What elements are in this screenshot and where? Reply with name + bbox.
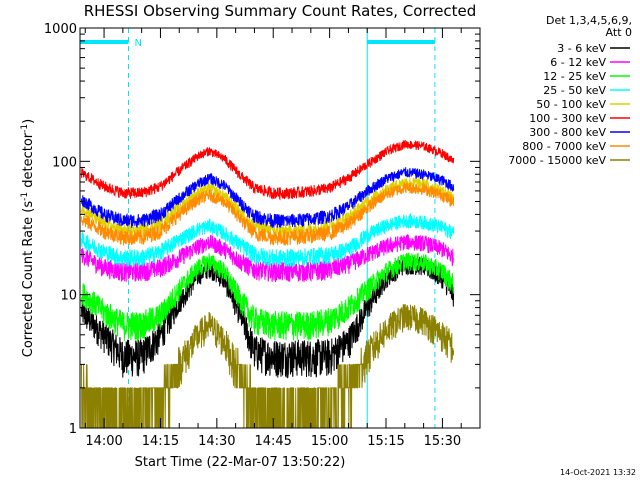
y-tick-label: 100 xyxy=(52,155,77,170)
x-axis-label: Start Time (22-Mar-07 13:50:22) xyxy=(135,455,346,470)
legend-entry-label: 300 - 800 keV xyxy=(529,126,606,139)
status-bar-label: N xyxy=(134,38,141,49)
y-tick-label: 1 xyxy=(69,422,77,437)
legend-header-detectors: Det 1,3,4,5,6,9, xyxy=(546,14,632,27)
status-bars: N xyxy=(80,38,435,49)
legend-entry-label: 6 - 12 keV xyxy=(550,56,606,69)
y-axis-label-mid: detector xyxy=(21,132,36,192)
y-axis: 1 10 100 1000 xyxy=(44,22,480,437)
series-line xyxy=(81,252,455,342)
generation-timestamp: 14-Oct-2021 13:32 xyxy=(560,468,636,477)
y-axis-label-end: ) xyxy=(21,119,36,124)
y-tick-label: 1000 xyxy=(44,22,77,37)
series-lines xyxy=(81,139,455,429)
legend-entry-label: 12 - 25 keV xyxy=(543,70,606,83)
x-tick-label: 14:30 xyxy=(198,434,235,449)
chart-title: RHESSI Observing Summary Count Rates, Co… xyxy=(84,2,477,20)
y-axis-label: Corrected Count Rate (s-1 detector-1) xyxy=(20,119,36,357)
legend-header-attenuator: Att 0 xyxy=(606,26,632,39)
x-tick-label: 14:45 xyxy=(254,434,291,449)
y-axis-label-sup1: -1 xyxy=(20,192,30,201)
legend-entry-label: 3 - 6 keV xyxy=(557,42,606,55)
x-tick-label: 14:15 xyxy=(142,434,179,449)
series-line xyxy=(81,139,455,201)
series-line xyxy=(81,212,455,268)
legend-entry-label: 800 - 7000 keV xyxy=(522,140,606,153)
x-tick-label: 15:00 xyxy=(311,434,348,449)
legend-entry-label: 7000 - 15000 keV xyxy=(508,154,606,167)
legend-entry-label: 100 - 300 keV xyxy=(529,112,606,125)
plot-frame xyxy=(79,27,481,429)
x-axis: 14:00 14:15 14:30 14:45 15:00 15:15 15:30 xyxy=(84,28,462,449)
x-tick-label: 14:00 xyxy=(85,434,122,449)
series-line xyxy=(81,182,455,246)
x-tick-label: 15:30 xyxy=(424,434,461,449)
legend-entry-label: 25 - 50 keV xyxy=(543,84,606,97)
legend-entry-label: 50 - 100 keV xyxy=(536,98,606,111)
x-tick-label: 15:15 xyxy=(367,434,404,449)
series-line xyxy=(81,167,455,228)
y-axis-label-main: Corrected Count Rate (s xyxy=(21,201,36,358)
y-tick-label: 10 xyxy=(60,289,77,304)
y-axis-label-sup2: -1 xyxy=(20,124,30,133)
